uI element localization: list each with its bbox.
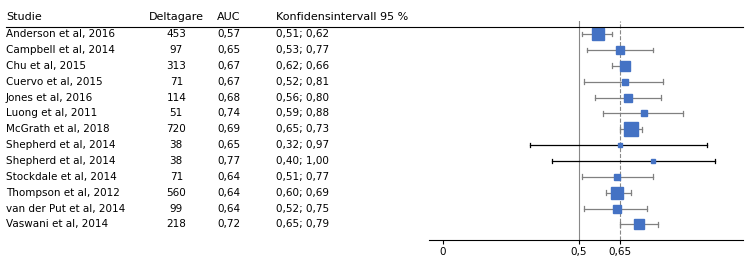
Text: 0,72: 0,72: [217, 219, 240, 229]
Text: 0,62; 0,66: 0,62; 0,66: [276, 61, 329, 71]
Text: 0,77: 0,77: [217, 156, 240, 166]
Text: 38: 38: [170, 156, 183, 166]
Text: van der Put et al, 2014: van der Put et al, 2014: [6, 203, 125, 214]
Text: Vaswani et al, 2014: Vaswani et al, 2014: [6, 219, 108, 229]
Text: 0,51; 0,77: 0,51; 0,77: [276, 172, 329, 182]
Text: Cuervo et al, 2015: Cuervo et al, 2015: [6, 77, 103, 87]
Text: 71: 71: [170, 172, 183, 182]
Text: Studie: Studie: [6, 12, 42, 22]
Text: 97: 97: [170, 45, 183, 55]
Text: 38: 38: [170, 140, 183, 150]
Text: 218: 218: [166, 219, 186, 229]
Text: Deltagare: Deltagare: [148, 12, 204, 22]
Text: Thompson et al, 2012: Thompson et al, 2012: [6, 188, 120, 198]
Text: 0,40; 1,00: 0,40; 1,00: [276, 156, 328, 166]
Text: Chu et al, 2015: Chu et al, 2015: [6, 61, 86, 71]
Text: Shepherd et al, 2014: Shepherd et al, 2014: [6, 140, 116, 150]
Text: 0,64: 0,64: [217, 172, 240, 182]
Text: 71: 71: [170, 77, 183, 87]
Text: 0,67: 0,67: [217, 77, 240, 87]
Text: 0,52; 0,75: 0,52; 0,75: [276, 203, 329, 214]
Text: Shepherd et al, 2014: Shepherd et al, 2014: [6, 156, 116, 166]
Text: 51: 51: [170, 108, 183, 118]
Text: Campbell et al, 2014: Campbell et al, 2014: [6, 45, 115, 55]
Text: 99: 99: [170, 203, 183, 214]
Text: 0,74: 0,74: [217, 108, 240, 118]
Text: 0,65; 0,73: 0,65; 0,73: [276, 124, 329, 134]
Text: Anderson et al, 2016: Anderson et al, 2016: [6, 29, 115, 39]
Text: 0,60; 0,69: 0,60; 0,69: [276, 188, 329, 198]
Text: Stockdale et al, 2014: Stockdale et al, 2014: [6, 172, 117, 182]
Text: 453: 453: [166, 29, 186, 39]
Text: 0,59; 0,88: 0,59; 0,88: [276, 108, 329, 118]
Text: 560: 560: [166, 188, 186, 198]
Text: 0,56; 0,80: 0,56; 0,80: [276, 92, 329, 103]
Text: 0,64: 0,64: [217, 188, 240, 198]
Text: AUC: AUC: [217, 12, 241, 22]
Text: 0,69: 0,69: [217, 124, 240, 134]
Text: 313: 313: [166, 61, 186, 71]
Text: 0,68: 0,68: [217, 92, 240, 103]
Text: Jones et al, 2016: Jones et al, 2016: [6, 92, 93, 103]
Text: 0,51; 0,62: 0,51; 0,62: [276, 29, 329, 39]
Text: 0,65: 0,65: [217, 140, 240, 150]
Text: 720: 720: [166, 124, 186, 134]
Text: 0,65; 0,79: 0,65; 0,79: [276, 219, 329, 229]
Text: 0,67: 0,67: [217, 61, 240, 71]
Text: Luong et al, 2011: Luong et al, 2011: [6, 108, 98, 118]
Text: 0,65: 0,65: [217, 45, 240, 55]
Text: 114: 114: [166, 92, 186, 103]
Text: McGrath et al, 2018: McGrath et al, 2018: [6, 124, 109, 134]
Text: 0,64: 0,64: [217, 203, 240, 214]
Text: 0,57: 0,57: [217, 29, 240, 39]
Text: 0,32; 0,97: 0,32; 0,97: [276, 140, 329, 150]
Text: Konfidensintervall 95 %: Konfidensintervall 95 %: [276, 12, 408, 22]
Text: 0,53; 0,77: 0,53; 0,77: [276, 45, 329, 55]
Text: 0,52; 0,81: 0,52; 0,81: [276, 77, 329, 87]
